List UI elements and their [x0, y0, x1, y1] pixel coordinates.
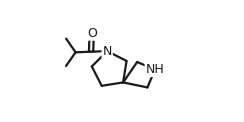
Text: O: O	[87, 27, 97, 40]
Text: N: N	[102, 45, 112, 58]
Text: NH: NH	[146, 63, 164, 76]
